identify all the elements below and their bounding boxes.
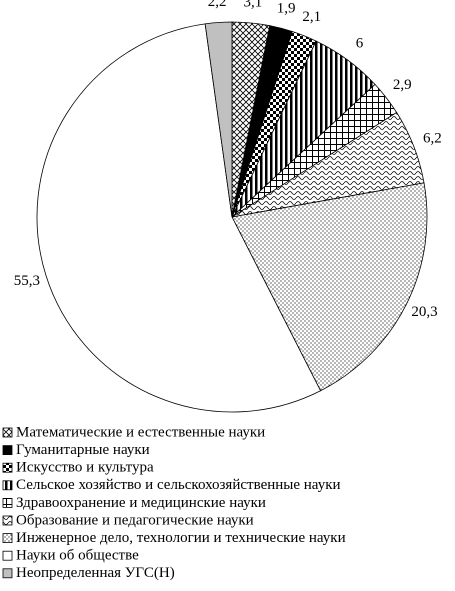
- pie-slice: [204, 21, 233, 218]
- legend-label: Математические и естественные науки: [16, 424, 265, 440]
- legend-swatch: [2, 550, 13, 561]
- data-label: 3,1: [244, 0, 263, 10]
- pie-slice: [36, 23, 322, 413]
- legend-swatch: [2, 445, 13, 456]
- legend-label: Инженерное дело, технологии и технически…: [16, 530, 346, 546]
- data-label: 6,2: [423, 131, 442, 147]
- legend-swatch: [2, 427, 13, 438]
- legend-label: Сельское хозяйство и сельскохозяйственны…: [16, 477, 341, 493]
- legend-label: Искусство и культура: [16, 460, 154, 476]
- data-label: 1,9: [277, 0, 296, 16]
- legend-swatch: [2, 497, 13, 508]
- legend-swatch: [2, 515, 13, 526]
- data-label: 6: [356, 35, 364, 51]
- data-label: 2,2: [208, 0, 227, 10]
- data-label: 2,1: [302, 9, 321, 25]
- legend-swatch: [2, 480, 13, 491]
- legend-label: Гуманитарные науки: [16, 442, 150, 458]
- data-label: 55,3: [14, 273, 40, 289]
- legend-swatch: [2, 462, 13, 473]
- legend-label: Науки об обществе: [16, 548, 139, 564]
- legend-label: Неопределенная УГС(Н): [16, 565, 175, 581]
- data-label: 20,3: [411, 304, 437, 320]
- legend-swatch: [2, 533, 13, 543]
- legend-swatch: [2, 568, 13, 579]
- legend-label: Здравоохранение и медицинские науки: [16, 495, 266, 511]
- legend-label: Образование и педагогические науки: [16, 512, 254, 528]
- data-label: 2,9: [393, 77, 412, 93]
- pie-slice: [231, 182, 428, 392]
